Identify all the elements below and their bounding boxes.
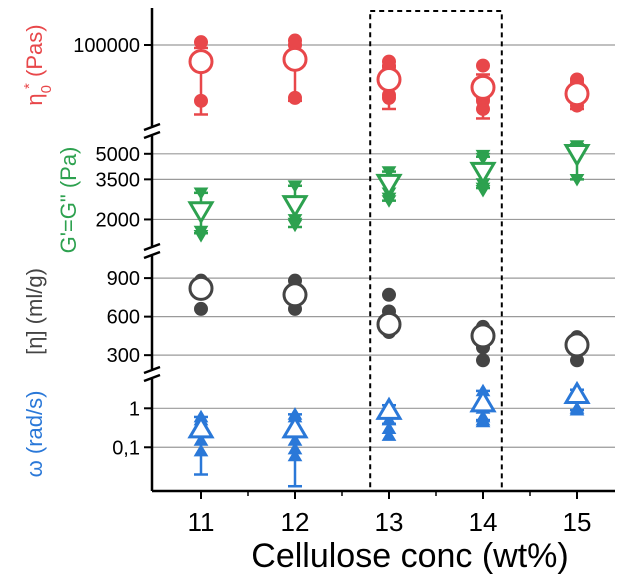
axis-break-mark-upper-1 (143, 242, 161, 252)
label-layer: 11 12 13 14 15 100000 η0* (Pas) 2000 3500 5000 G'=… (21, 24, 592, 537)
panel-eta0 (188, 33, 590, 120)
replicate-point-crossover-4-2 (569, 173, 585, 187)
mean-point-omega-4 (563, 380, 591, 404)
y-tick-label-omega-0: 0,1 (112, 437, 140, 459)
replicate-point-crossover-3-1 (475, 152, 491, 166)
replicate-point-eta0-0-1 (194, 93, 208, 108)
mean-point-intrinsic-viscosity-2 (376, 311, 402, 337)
y-axis-label-sup: * (21, 83, 38, 89)
replicate-point-omega-2-3 (381, 428, 397, 441)
replicate-point-eta0-0-0 (194, 35, 208, 50)
replicate-point-intrinsic-viscosity-3-3 (476, 353, 490, 368)
replicate-point-omega-3-5 (475, 414, 491, 428)
mean-point-eta0-0 (188, 49, 214, 75)
mean-point-intrinsic-viscosity-1 (282, 282, 308, 308)
replicate-point-omega-1-4 (287, 448, 303, 462)
x-tick-label-12: 12 (281, 507, 310, 537)
data-layer (187, 33, 591, 488)
y-axis-label-omega: ω (rad/s) (22, 391, 47, 478)
y-axis-label-crossover: G'=G" (Pa) (56, 147, 81, 254)
x-axis-label: Cellulose conc (wt%) (251, 537, 568, 575)
replicate-point-crossover-3-5 (475, 185, 491, 198)
axis-break-mark-upper-2 (143, 365, 161, 375)
mean-point-omega-2 (375, 396, 403, 420)
y-axis-label-rest: (Pas) (22, 24, 47, 83)
y-tick-label-intrinsic-viscosity-0: 300 (107, 345, 140, 367)
mean-point-omega-0 (187, 415, 215, 439)
mean-point-crossover-1 (281, 195, 309, 219)
y-tick-label-intrinsic-viscosity-2: 900 (107, 268, 140, 290)
axis-break-mark-lower-1 (143, 250, 161, 260)
replicate-point-omega-0-3 (193, 443, 209, 457)
x-tick-label-11: 11 (188, 507, 215, 537)
x-tick-label-15: 15 (563, 507, 592, 537)
mean-point-intrinsic-viscosity-4 (564, 332, 590, 358)
axis-break-mark-lower-0 (143, 130, 161, 140)
y-axis-label-intrinsic-viscosity: [η] (ml/g) (22, 268, 47, 355)
replicate-point-crossover-0-0 (193, 187, 209, 200)
replicate-point-crossover-0-2 (193, 230, 209, 243)
grid-layer (152, 44, 615, 448)
y-tick-label-intrinsic-viscosity-1: 600 (107, 307, 140, 329)
mean-point-eta0-1 (282, 46, 308, 72)
replicate-point-eta0-1-1 (288, 90, 302, 105)
replicate-point-crossover-1-0 (287, 180, 303, 193)
axis-break-gap-2 (143, 369, 161, 379)
x-tick-label-13: 13 (375, 507, 404, 537)
mean-point-crossover-3 (469, 161, 497, 186)
replicate-point-intrinsic-viscosity-0-2 (194, 301, 208, 316)
y-tick-label-crossover-0: 2000 (96, 209, 141, 231)
mean-point-crossover-4 (563, 144, 591, 168)
y-axis-label-eta0: η0* (Pas) (21, 24, 55, 105)
mean-point-eta0-2 (376, 66, 402, 92)
panel-omega (187, 380, 591, 488)
y-tick-label-crossover-2: 5000 (96, 144, 141, 166)
replicate-point-omega-4-3 (569, 402, 585, 416)
axis-break-mark-upper-0 (143, 122, 161, 132)
panel-intrinsic-viscosity (188, 273, 590, 368)
axis-break-gap-1 (143, 246, 161, 256)
mean-point-omega-3 (469, 389, 497, 413)
axis-break-mark-lower-2 (143, 373, 161, 383)
mean-point-crossover-2 (375, 173, 403, 197)
y-axis-label-sub: 0 (38, 85, 55, 93)
replicate-point-crossover-1-3 (287, 219, 303, 233)
y-tick-label-crossover-1: 3500 (96, 169, 141, 191)
mean-point-omega-1 (281, 415, 309, 439)
axis-break-gap-0 (143, 126, 161, 136)
mean-point-intrinsic-viscosity-0 (188, 275, 214, 301)
y-tick-label-eta0-0: 100000 (73, 35, 140, 57)
replicate-point-eta0-3-0 (476, 58, 490, 73)
y-axis-label-main: η (22, 93, 47, 105)
mean-point-eta0-3 (470, 74, 496, 100)
axis-layer (143, 8, 615, 499)
y-tick-label-omega-1: 1 (129, 398, 140, 420)
panel-crossover (187, 140, 591, 243)
mean-point-crossover-0 (187, 201, 215, 225)
replicate-point-crossover-2-0 (381, 166, 397, 179)
mean-point-eta0-4 (564, 81, 590, 107)
replicate-point-intrinsic-viscosity-2-0 (382, 287, 396, 302)
x-tick-label-14: 14 (469, 507, 498, 537)
mean-point-intrinsic-viscosity-3 (470, 323, 496, 349)
